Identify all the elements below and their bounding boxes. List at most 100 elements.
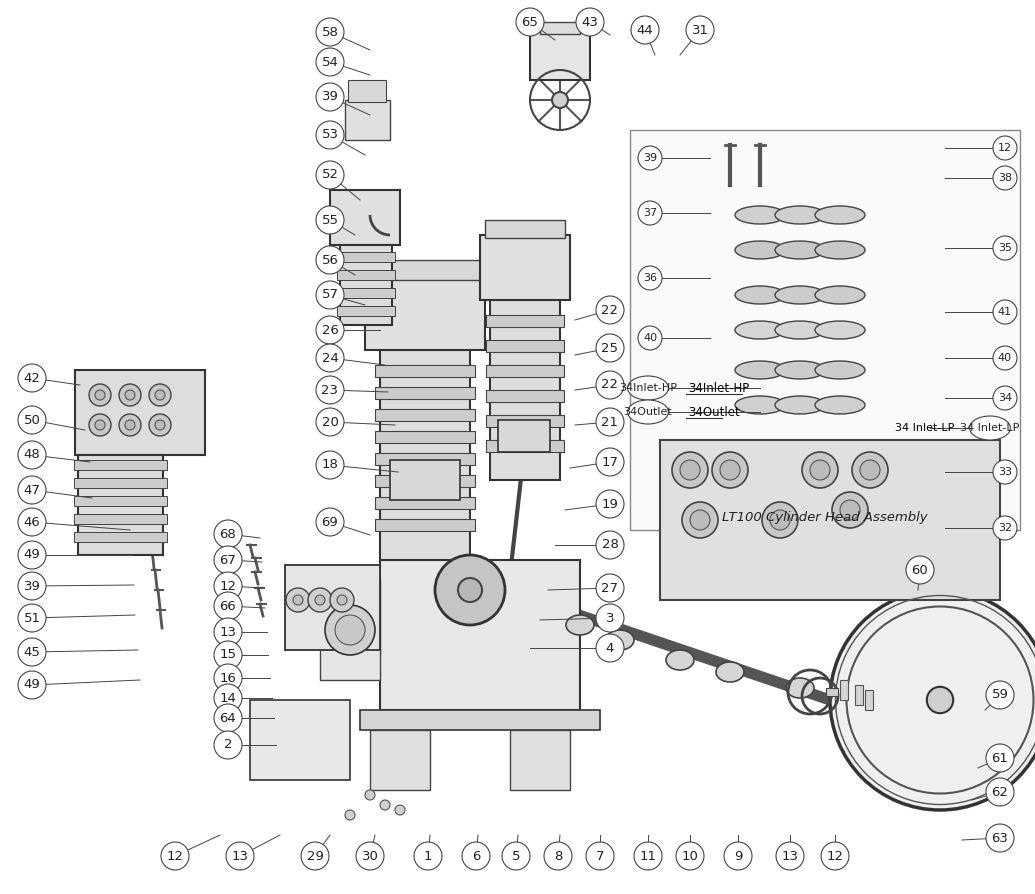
Ellipse shape xyxy=(316,18,344,46)
Bar xyxy=(73,478,167,488)
Circle shape xyxy=(335,615,365,645)
Circle shape xyxy=(286,588,310,612)
Ellipse shape xyxy=(502,842,530,870)
Bar xyxy=(486,340,564,352)
Ellipse shape xyxy=(586,842,614,870)
Text: 34: 34 xyxy=(998,393,1012,403)
Text: 24: 24 xyxy=(322,351,338,365)
Text: 12: 12 xyxy=(827,849,844,863)
Text: 40: 40 xyxy=(643,333,657,343)
Text: 12: 12 xyxy=(219,579,237,593)
Text: 45: 45 xyxy=(24,645,40,659)
Text: 58: 58 xyxy=(322,26,338,38)
Circle shape xyxy=(95,420,105,430)
Text: 2: 2 xyxy=(224,738,232,752)
Ellipse shape xyxy=(634,842,662,870)
Circle shape xyxy=(832,492,868,528)
Text: 9: 9 xyxy=(734,849,742,863)
Circle shape xyxy=(365,790,375,800)
Circle shape xyxy=(155,420,165,430)
Circle shape xyxy=(325,605,375,655)
Bar xyxy=(73,532,167,542)
Bar xyxy=(375,475,475,487)
Text: 67: 67 xyxy=(219,553,236,567)
Text: 8: 8 xyxy=(554,849,562,863)
Ellipse shape xyxy=(986,681,1014,709)
Ellipse shape xyxy=(414,842,442,870)
Text: 38: 38 xyxy=(998,173,1012,183)
Ellipse shape xyxy=(226,842,254,870)
Bar xyxy=(375,387,475,399)
Bar xyxy=(75,370,205,455)
Ellipse shape xyxy=(631,16,659,44)
Ellipse shape xyxy=(686,16,714,44)
Text: 23: 23 xyxy=(322,384,338,397)
Ellipse shape xyxy=(596,448,624,476)
Circle shape xyxy=(89,384,111,406)
Bar xyxy=(365,275,485,350)
Ellipse shape xyxy=(214,731,242,759)
Bar xyxy=(840,680,848,700)
Circle shape xyxy=(680,460,700,480)
Circle shape xyxy=(762,502,798,538)
Ellipse shape xyxy=(214,684,242,712)
Ellipse shape xyxy=(735,286,785,304)
Bar xyxy=(855,685,863,705)
Ellipse shape xyxy=(775,396,825,414)
Text: 7: 7 xyxy=(596,849,604,863)
Bar xyxy=(510,730,570,790)
Text: 48: 48 xyxy=(24,449,40,461)
Text: 34Outlet: 34Outlet xyxy=(688,406,740,418)
Ellipse shape xyxy=(993,460,1017,484)
Text: 63: 63 xyxy=(992,831,1008,845)
Circle shape xyxy=(860,460,880,480)
Ellipse shape xyxy=(775,206,825,224)
Ellipse shape xyxy=(596,408,624,436)
Ellipse shape xyxy=(161,842,189,870)
Ellipse shape xyxy=(815,286,865,304)
Ellipse shape xyxy=(214,572,242,600)
Ellipse shape xyxy=(596,334,624,362)
Text: 64: 64 xyxy=(219,712,236,724)
Bar xyxy=(348,80,386,102)
Ellipse shape xyxy=(316,508,344,536)
Circle shape xyxy=(315,595,325,605)
Bar xyxy=(380,560,580,710)
Circle shape xyxy=(720,460,740,480)
Text: 1: 1 xyxy=(423,849,433,863)
Ellipse shape xyxy=(18,572,46,600)
Text: 54: 54 xyxy=(322,55,338,69)
Circle shape xyxy=(810,460,830,480)
Ellipse shape xyxy=(776,842,804,870)
Ellipse shape xyxy=(815,206,865,224)
Ellipse shape xyxy=(815,396,865,414)
Bar xyxy=(337,252,395,262)
Bar xyxy=(78,455,162,555)
Ellipse shape xyxy=(821,842,849,870)
Circle shape xyxy=(155,390,165,400)
Text: 27: 27 xyxy=(601,581,619,595)
Circle shape xyxy=(672,452,708,488)
Text: 65: 65 xyxy=(522,15,538,29)
Bar xyxy=(360,710,600,730)
Text: 39: 39 xyxy=(322,90,338,104)
Bar xyxy=(380,350,470,560)
Text: 31: 31 xyxy=(691,23,709,37)
Ellipse shape xyxy=(993,136,1017,160)
Circle shape xyxy=(840,500,860,520)
Text: 13: 13 xyxy=(232,849,248,863)
Ellipse shape xyxy=(214,546,242,574)
Bar xyxy=(285,565,380,650)
Ellipse shape xyxy=(775,241,825,259)
Bar xyxy=(330,190,400,245)
Bar xyxy=(250,700,350,780)
Ellipse shape xyxy=(993,166,1017,190)
Ellipse shape xyxy=(627,400,669,424)
Bar xyxy=(486,315,564,327)
Text: 66: 66 xyxy=(219,600,236,612)
Ellipse shape xyxy=(356,842,384,870)
Text: 42: 42 xyxy=(24,372,40,384)
Circle shape xyxy=(308,588,332,612)
Ellipse shape xyxy=(638,201,662,225)
Text: 37: 37 xyxy=(643,208,657,218)
